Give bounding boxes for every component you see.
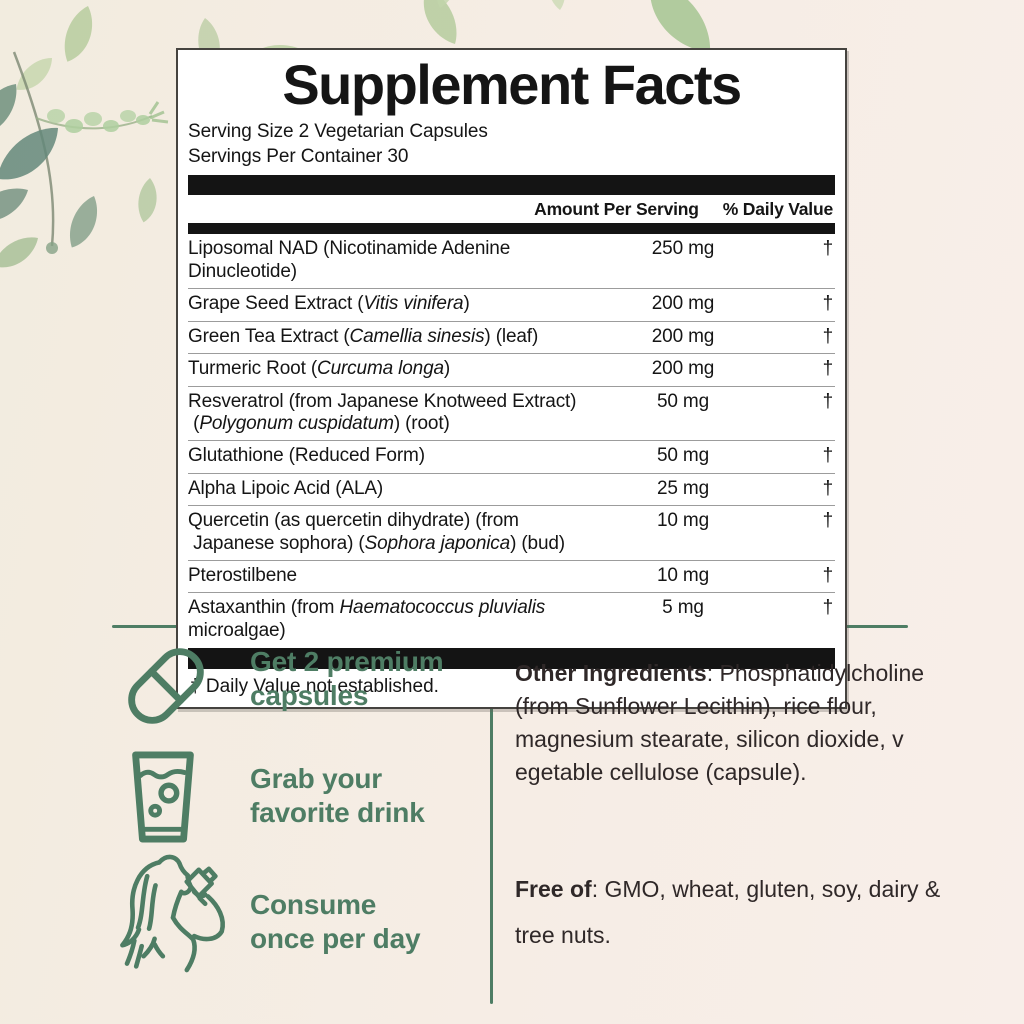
free-of: Free of: GMO, wheat, gluten, soy, dairy … bbox=[515, 866, 970, 958]
ingredient-daily-value: † bbox=[822, 510, 834, 532]
other-ingredients-label: Other Ingredients bbox=[515, 660, 707, 686]
other-ingredients: Other Ingredients: Phosphatidylcholine (… bbox=[515, 657, 970, 789]
ingredient-name: Green Tea Extract (Camellia sinesis) (le… bbox=[188, 325, 539, 347]
free-of-label: Free of bbox=[515, 876, 592, 902]
table-row: Liposomal NAD (Nicotinamide Adenine Dinu… bbox=[188, 234, 835, 290]
ingredient-name: Glutathione (Reduced Form) bbox=[188, 445, 425, 467]
separator-bar-thin bbox=[188, 223, 835, 235]
ingredient-name: Quercetin (as quercetin dihydrate) (from… bbox=[188, 510, 565, 554]
supplement-facts-panel: Supplement Facts Serving Size 2 Vegetari… bbox=[176, 48, 847, 710]
ingredient-daily-value: † bbox=[822, 477, 834, 499]
ingredient-daily-value: † bbox=[822, 564, 834, 586]
table-row: Turmeric Root (Curcuma longa) 200 mg † bbox=[188, 354, 835, 387]
ingredient-amount: 50 mg bbox=[656, 445, 710, 467]
instruction-grab-drink: Grab your favorite drink bbox=[250, 763, 425, 829]
ingredient-daily-value: † bbox=[822, 445, 834, 467]
panel-title: Supplement Facts bbox=[282, 53, 742, 116]
table-row: Resveratrol (from Japanese Knotweed Extr… bbox=[188, 387, 835, 442]
ingredient-amount: 5 mg bbox=[662, 597, 704, 619]
separator-bar-bottom bbox=[188, 648, 835, 670]
instruction-get-capsules: Get 2 premium capsules bbox=[250, 646, 444, 712]
separator-bar-thick bbox=[188, 175, 835, 196]
ingredient-daily-value: † bbox=[822, 358, 834, 380]
table-row: Grape Seed Extract (Vitis vinifera) 200 … bbox=[188, 289, 835, 322]
free-of-text: : GMO, wheat, gluten, soy, dairy & tree … bbox=[515, 876, 941, 948]
capsule-icon bbox=[128, 648, 204, 724]
ingredient-daily-value: † bbox=[822, 325, 834, 347]
table-row: Green Tea Extract (Camellia sinesis) (le… bbox=[188, 322, 835, 355]
ingredient-amount: 50 mg bbox=[656, 390, 710, 412]
woman-drinking-icon bbox=[120, 854, 225, 973]
supplement-rows: Liposomal NAD (Nicotinamide Adenine Dinu… bbox=[188, 234, 835, 647]
instruction-consume-daily: Consume once per day bbox=[250, 889, 421, 955]
ingredient-name: Alpha Lipoic Acid (ALA) bbox=[188, 477, 384, 499]
servings-per-container: Servings Per Container 30 bbox=[188, 145, 409, 167]
ingredient-daily-value: † bbox=[822, 597, 834, 619]
table-row: Alpha Lipoic Acid (ALA) 25 mg † bbox=[188, 474, 835, 507]
drink-glass-icon bbox=[132, 751, 194, 843]
serving-size: Serving Size 2 Vegetarian Capsules bbox=[188, 121, 488, 143]
other-ingredients-text: : Phosphatidylcholine (from Sunflower Le… bbox=[515, 660, 925, 785]
ingredient-amount: 200 mg bbox=[651, 325, 715, 347]
ingredient-name: Liposomal NAD (Nicotinamide Adenine Dinu… bbox=[188, 238, 516, 282]
ingredient-amount: 250 mg bbox=[651, 238, 715, 260]
ingredient-amount: 200 mg bbox=[651, 358, 715, 380]
table-row: Astaxanthin (from Haematococcus pluviali… bbox=[188, 593, 835, 647]
table-row: Quercetin (as quercetin dihydrate) (from… bbox=[188, 506, 835, 561]
daily-value-footnote: † Daily Value not established. bbox=[190, 676, 439, 698]
ingredient-amount: 10 mg bbox=[656, 564, 710, 586]
ingredient-name: Resveratrol (from Japanese Knotweed Extr… bbox=[188, 390, 577, 434]
column-header-amount: Amount Per Serving bbox=[534, 199, 699, 220]
table-row: Glutathione (Reduced Form) 50 mg † bbox=[188, 441, 835, 474]
ingredient-name: Astaxanthin (from Haematococcus pluviali… bbox=[188, 597, 551, 641]
ingredient-name: Turmeric Root (Curcuma longa) bbox=[188, 358, 451, 380]
ingredient-daily-value: † bbox=[822, 238, 834, 260]
ingredient-amount: 10 mg bbox=[656, 510, 710, 532]
ingredient-amount: 25 mg bbox=[656, 477, 710, 499]
ingredient-daily-value: † bbox=[822, 293, 834, 315]
table-header: Amount Per Serving % Daily Value bbox=[188, 195, 835, 223]
ingredient-name: Pterostilbene bbox=[188, 564, 297, 586]
table-row: Pterostilbene 10 mg † bbox=[188, 561, 835, 594]
column-header-daily-value: % Daily Value bbox=[722, 199, 833, 220]
ingredient-amount: 200 mg bbox=[651, 293, 715, 315]
ingredient-daily-value: † bbox=[822, 390, 834, 412]
vertical-divider bbox=[490, 632, 493, 1004]
ingredient-name: Grape Seed Extract (Vitis vinifera) bbox=[188, 293, 470, 315]
